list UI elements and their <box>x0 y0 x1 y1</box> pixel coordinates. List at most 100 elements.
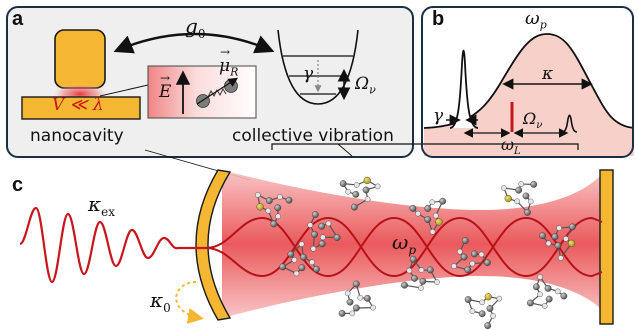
raman-sideband <box>561 114 578 133</box>
molecule-atom <box>486 305 494 312</box>
molecule-atom <box>429 199 436 206</box>
plasmon-lorentzian <box>424 34 634 156</box>
molecule-atom <box>515 186 523 194</box>
molecule-atom <box>291 257 298 263</box>
molecule-atom <box>339 180 347 187</box>
molecule <box>526 274 568 309</box>
molecule-atom <box>551 233 559 241</box>
kappa-ex-label: κex <box>88 192 115 219</box>
gap-label: V ≪ λ <box>52 95 104 115</box>
molecule <box>539 223 576 261</box>
molecule-atom <box>277 194 283 200</box>
molecule-atom <box>300 253 307 261</box>
molecule-atom <box>311 231 318 238</box>
molecule-atom <box>504 194 512 203</box>
panel-a-letter: a <box>12 8 24 30</box>
mode-sub: p <box>408 243 416 257</box>
molecule-atom <box>409 204 417 212</box>
panel-b-spectrum <box>423 33 635 156</box>
molecule-atom <box>470 250 478 258</box>
molecule-atom <box>350 203 358 211</box>
kappa-0-label: κ0 <box>150 288 171 315</box>
molecule <box>307 211 341 252</box>
molecule-atom <box>406 267 413 274</box>
molecule-atom <box>352 280 360 288</box>
molecule-atom <box>526 299 534 307</box>
vib-freq-sub: ν <box>369 83 376 97</box>
gold-substrate <box>21 96 141 120</box>
molecule-atom <box>484 293 492 301</box>
molecule-atom <box>338 309 346 317</box>
panel-c-cavity <box>19 143 614 325</box>
molecule-atom <box>411 274 418 282</box>
damping-label: γ <box>303 64 314 84</box>
curved-mirror <box>195 169 232 321</box>
molecule-atom <box>309 259 315 266</box>
molecule-atom <box>522 192 530 200</box>
bracket <box>271 143 579 150</box>
molecule <box>501 180 538 216</box>
molecule-atom <box>464 296 472 303</box>
molecule-atom <box>255 192 261 198</box>
loss-arrow <box>175 281 204 324</box>
molecule-atom <box>345 188 351 195</box>
molecule-atom <box>275 213 281 220</box>
molecule-atom <box>434 279 440 285</box>
molecule-atom <box>568 223 576 231</box>
molecule-atom <box>293 270 300 277</box>
molecule-atom <box>313 265 320 273</box>
vib-freq-label: Ων <box>355 74 376 97</box>
plasmon-label: ωp <box>525 8 547 32</box>
molecule-atom <box>567 239 576 248</box>
molecule <box>339 176 381 211</box>
molecule-atom <box>279 263 287 271</box>
molecule-atom <box>484 322 492 330</box>
molecule-atom <box>298 241 305 247</box>
molecule-atom <box>496 295 503 302</box>
molecule-atom <box>537 274 543 280</box>
kappa-ex-sub: ex <box>101 205 115 219</box>
molecule-atom <box>554 242 562 250</box>
kappa-0-sub: 0 <box>163 301 171 315</box>
molecule-atom <box>374 183 381 190</box>
molecule-atom <box>429 229 436 235</box>
molecule-atom <box>307 222 314 228</box>
coupling-label: g0 <box>185 14 206 41</box>
molecule-atom <box>432 212 439 219</box>
field-label: → E <box>159 71 172 102</box>
molecule-atom <box>514 198 520 205</box>
molecule-atom <box>478 310 486 318</box>
molecule-atom <box>518 181 524 187</box>
coupling-sub: 0 <box>197 27 206 41</box>
molecule-atom <box>439 197 447 205</box>
molecule-atom <box>409 255 417 263</box>
molecule-atom <box>545 240 552 247</box>
molecule-atom <box>457 248 463 255</box>
molecule-atom <box>333 234 341 241</box>
molecule-atom <box>346 298 354 306</box>
molecule-atom <box>530 180 538 188</box>
molecule-atom <box>545 295 553 303</box>
panel-b-letter: b <box>432 8 445 30</box>
molecule-atom <box>527 198 534 205</box>
molecule-atom <box>298 264 306 272</box>
nanocavity <box>21 29 149 120</box>
dipole-sub: R <box>230 65 239 79</box>
molecule-atom <box>344 290 351 297</box>
atom-2 <box>224 79 238 93</box>
molecule-atom <box>484 259 491 267</box>
molecule-atom <box>285 196 293 204</box>
molecule-atom <box>265 207 272 214</box>
molecule-atom <box>419 277 427 285</box>
mode-label: ωp <box>392 230 416 257</box>
gaussian-beam <box>222 170 600 318</box>
zoom-line <box>99 84 149 97</box>
molecule-atom <box>357 294 364 301</box>
molecule-atom <box>362 186 370 194</box>
molecule-atom <box>320 234 326 241</box>
molecule-atom <box>532 283 540 291</box>
zoom-inset <box>147 65 257 119</box>
molecule-atom <box>451 263 457 269</box>
molecule-atom <box>461 237 469 245</box>
